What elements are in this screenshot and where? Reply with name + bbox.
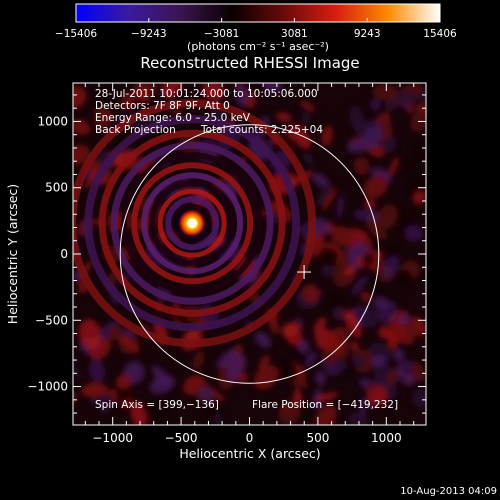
x-axis-title: Heliocentric X (arcsec) [179, 446, 320, 461]
annotation-detectors: Detectors: 7F 8F 9F, Att 0 [95, 100, 230, 112]
y-tick-label: −500 [35, 313, 68, 327]
diffraction-ring [73, 99, 317, 348]
spin-axis-label: Spin Axis = [399,−136] [95, 399, 219, 411]
y-tick-label: 0 [60, 247, 68, 261]
colorbar-tick-label: −9243 [131, 28, 167, 40]
diffraction-ring [141, 172, 244, 275]
colorbar [75, 3, 441, 23]
x-tick-label: 500 [306, 431, 329, 445]
annotation-block: 28-Jul-2011 10:01:24.000 to 10:05:06.000… [95, 88, 323, 136]
chart-title: Reconstructed RHESSI Image [140, 54, 359, 72]
y-tick-label: 500 [45, 181, 68, 195]
colorbar-tick-label: 3081 [281, 28, 308, 40]
diffraction-ring [149, 180, 236, 267]
axis-ticks [73, 83, 426, 425]
annotation-total-counts: Total counts: 2.225+04 [200, 124, 323, 136]
diffraction-ring [172, 203, 212, 243]
x-tick-label: 1000 [371, 431, 402, 445]
annotation-energy-range: Energy Range: 6.0 – 25.0 keV [95, 112, 251, 124]
colorbar-tick-label: −3081 [204, 28, 240, 40]
footer-date: 10-Aug-2013 04:09 [400, 486, 497, 497]
colorbar-unit-label: (photons cm⁻² s⁻¹ asec⁻²) [187, 40, 329, 53]
annotation-method: Back Projection [95, 124, 176, 136]
colorbar-tick-label: −15406 [55, 28, 98, 40]
diffraction-ring [84, 115, 301, 332]
diffraction-ring [131, 162, 254, 285]
y-tick-label: 1000 [37, 114, 68, 128]
colorbar-tick-label: 15406 [423, 28, 457, 40]
y-tick-label: −1000 [27, 380, 68, 394]
x-tick-label: 0 [246, 431, 254, 445]
image-area [73, 83, 426, 425]
colorbar-ticks: −15406 −9243 −3081 3081 9243 15406 [55, 18, 457, 40]
flare-position-label: Flare Position = [−419,232] [252, 399, 398, 411]
diffraction-ring [98, 129, 286, 317]
spin-axis-marker [297, 265, 312, 280]
x-tick-label: −500 [165, 431, 198, 445]
x-tick-label: −1000 [92, 431, 133, 445]
colorbar-tick-label: 9243 [354, 28, 381, 40]
flare-core [187, 218, 198, 229]
diffraction-ring [157, 188, 227, 258]
diffraction-ring [165, 196, 220, 251]
solar-limb-circle [119, 124, 380, 384]
annotation-time-range: 28-Jul-2011 10:01:24.000 to 10:05:06.000 [95, 88, 318, 100]
axis-tick-labels: −1000 −500 0 500 1000 −1000 −500 0 500 1000 [27, 114, 401, 445]
y-axis-title: Heliocentric Y (arcsec) [5, 184, 20, 324]
diffraction-ring [110, 141, 274, 305]
